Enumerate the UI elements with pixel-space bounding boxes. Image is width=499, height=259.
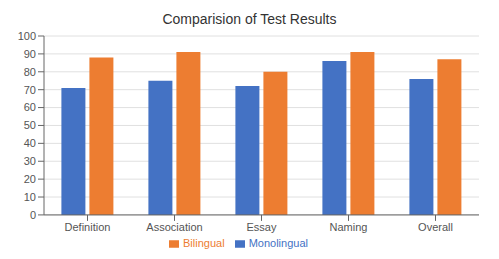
svg-text:Association: Association (146, 221, 202, 233)
svg-text:30: 30 (24, 155, 36, 167)
svg-text:0: 0 (30, 209, 36, 221)
svg-text:100: 100 (18, 30, 36, 42)
html-text:Comparision of Test Results: Comparision of Test Results (162, 11, 337, 27)
svg-text:Essay: Essay (247, 221, 277, 233)
svg-text:50: 50 (24, 119, 36, 131)
svg-text:90: 90 (24, 48, 36, 60)
svg-text:60: 60 (24, 101, 36, 113)
svg-text:Definition: Definition (65, 221, 111, 233)
svg-text:Naming: Naming (330, 221, 368, 233)
html-text:Monolingual: Monolingual (248, 236, 308, 249)
svg-text:40: 40 (24, 137, 36, 149)
svg-text:20: 20 (24, 173, 36, 185)
svg-text:70: 70 (24, 84, 36, 96)
html-text:Bilingual: Bilingual (183, 236, 225, 249)
svg-text:80: 80 (24, 66, 36, 78)
svg-text:Overall: Overall (418, 221, 453, 233)
svg-text:10: 10 (24, 191, 36, 203)
